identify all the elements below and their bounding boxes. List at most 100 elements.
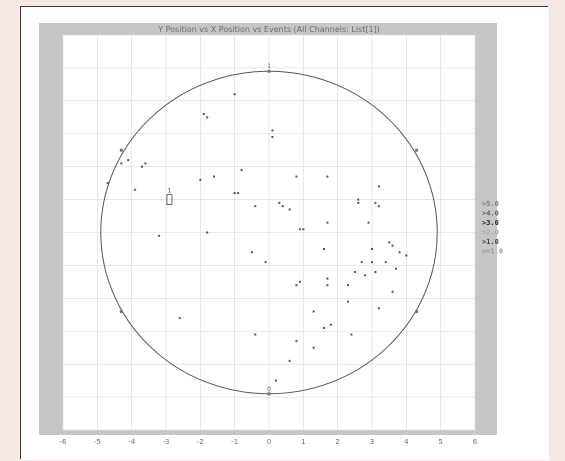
x-tick-label: -3 bbox=[163, 438, 170, 446]
data-point bbox=[364, 274, 367, 277]
data-point bbox=[264, 261, 267, 264]
data-point bbox=[388, 241, 391, 244]
data-point bbox=[391, 244, 394, 247]
data-point bbox=[298, 280, 301, 283]
data-point bbox=[329, 323, 332, 326]
x-tick-label: 3 bbox=[370, 438, 374, 446]
data-point bbox=[233, 192, 236, 194]
x-tick-label: 4 bbox=[404, 438, 409, 446]
data-point bbox=[134, 188, 137, 191]
legend-entry: >5.0 bbox=[482, 200, 499, 208]
grid-lines bbox=[62, 34, 476, 431]
data-point bbox=[371, 247, 373, 250]
data-point bbox=[240, 168, 243, 171]
x-tick-labels: -6 -5 -4 -3 -2 -1 0 1 2 3 4 5 6 bbox=[60, 438, 478, 446]
data-point bbox=[120, 162, 123, 165]
data-point bbox=[377, 307, 380, 310]
data-point bbox=[144, 162, 147, 165]
x-tick-label: -5 bbox=[94, 438, 101, 446]
data-point bbox=[140, 165, 143, 168]
data-point bbox=[298, 228, 301, 231]
data-point bbox=[295, 284, 298, 287]
x-tick-label: -1 bbox=[231, 438, 238, 446]
data-point bbox=[178, 317, 181, 320]
circle-marker bbox=[415, 148, 419, 152]
data-point bbox=[254, 205, 257, 208]
legend-entry: >4.0 bbox=[482, 210, 499, 218]
data-point bbox=[322, 247, 325, 250]
data-point bbox=[295, 175, 298, 178]
x-tick-label: -2 bbox=[197, 438, 204, 446]
legend-entry: >2.0 bbox=[482, 229, 499, 237]
data-point bbox=[322, 326, 325, 329]
data-point bbox=[326, 221, 329, 224]
legend-entry: >3.0 bbox=[482, 219, 499, 227]
data-point bbox=[374, 201, 377, 204]
data-point bbox=[206, 116, 209, 119]
circle-marker bbox=[267, 392, 271, 396]
rect-marker bbox=[166, 194, 173, 205]
data-point bbox=[357, 201, 360, 204]
circle-marker bbox=[119, 148, 123, 152]
boundary-circle-group: 1 0 1 bbox=[100, 63, 438, 396]
x-tick-label: 5 bbox=[438, 438, 442, 446]
data-point bbox=[377, 205, 380, 208]
data-point bbox=[278, 201, 281, 204]
data-point bbox=[288, 359, 291, 362]
x-tick-label: -4 bbox=[128, 438, 136, 446]
data-point bbox=[233, 93, 236, 96]
x-tick-label: -6 bbox=[60, 438, 68, 446]
data-point bbox=[271, 129, 274, 132]
legend-entry: >=1.0 bbox=[482, 248, 503, 256]
data-point bbox=[346, 284, 349, 287]
x-tick-label: 2 bbox=[335, 438, 339, 446]
x-tick-label: 6 bbox=[473, 438, 478, 446]
data-point bbox=[326, 175, 329, 178]
data-points bbox=[106, 93, 408, 382]
data-point bbox=[250, 251, 253, 254]
data-point bbox=[357, 198, 360, 201]
data-point bbox=[360, 261, 363, 264]
data-point bbox=[326, 284, 329, 287]
data-point bbox=[398, 251, 401, 254]
data-point bbox=[374, 271, 377, 273]
x-tick-label: 1 bbox=[301, 438, 305, 446]
data-point bbox=[213, 175, 216, 178]
data-point bbox=[254, 333, 257, 336]
legend: >5.0 >4.0>3.0 >2.0>1.0 >=1.0 bbox=[482, 200, 503, 256]
circle-marker bbox=[415, 310, 419, 313]
circle-marker-label: 1 bbox=[267, 63, 271, 70]
data-point bbox=[377, 185, 380, 188]
data-point bbox=[202, 113, 205, 115]
data-point bbox=[371, 261, 373, 264]
data-point bbox=[106, 182, 109, 185]
chart-frame: 1 0 1 -6 -5 -4 -3 -2 -1 0 1 2 3 4 5 6 Y Position vs X … bbox=[20, 6, 549, 460]
data-point bbox=[312, 346, 315, 349]
data-point bbox=[312, 310, 315, 313]
data-point bbox=[158, 234, 161, 237]
legend-entry: >1.0 bbox=[482, 238, 499, 246]
data-point bbox=[295, 340, 298, 343]
data-point bbox=[237, 192, 240, 194]
rect-marker-label: 1 bbox=[168, 188, 172, 195]
data-point bbox=[395, 267, 398, 270]
data-point bbox=[206, 231, 209, 234]
data-point bbox=[384, 261, 387, 264]
data-point bbox=[405, 254, 408, 257]
data-point bbox=[274, 379, 277, 382]
circle-marker bbox=[267, 69, 271, 73]
circle-marker-label: 0 bbox=[267, 386, 271, 393]
x-tick-label: 0 bbox=[267, 438, 271, 446]
chart-svg: 1 0 1 -6 -5 -4 -3 -2 -1 0 1 2 3 4 5 6 Y Position vs X … bbox=[21, 7, 549, 460]
chart-title: Y Position vs X Position vs Events (All … bbox=[157, 25, 380, 34]
data-point bbox=[288, 208, 291, 211]
data-point bbox=[367, 221, 370, 224]
data-point bbox=[302, 228, 305, 231]
data-point bbox=[353, 271, 356, 273]
data-point bbox=[281, 205, 284, 208]
data-point bbox=[350, 333, 353, 336]
data-point bbox=[271, 136, 274, 139]
data-point bbox=[346, 300, 349, 303]
data-point bbox=[391, 290, 394, 293]
circle-marker bbox=[119, 310, 123, 313]
